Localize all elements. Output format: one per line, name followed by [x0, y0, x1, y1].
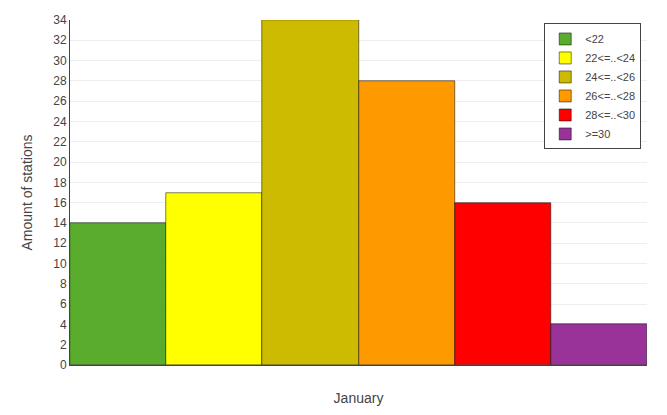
svg-text:<22: <22 — [585, 33, 604, 45]
svg-text:18: 18 — [53, 176, 67, 190]
svg-text:24<=..<26: 24<=..<26 — [585, 71, 635, 83]
svg-text:22: 22 — [53, 135, 67, 149]
svg-text:12: 12 — [53, 236, 67, 250]
svg-text:2: 2 — [60, 338, 67, 352]
svg-text:26: 26 — [53, 94, 67, 108]
svg-text:8: 8 — [60, 277, 67, 291]
svg-text:>=30: >=30 — [585, 128, 610, 140]
svg-text:28: 28 — [53, 74, 67, 88]
svg-text:6: 6 — [60, 297, 67, 311]
svg-text:20: 20 — [53, 155, 67, 169]
svg-text:0: 0 — [60, 358, 67, 372]
svg-text:4: 4 — [60, 318, 67, 332]
svg-text:28<=..<30: 28<=..<30 — [585, 109, 635, 121]
svg-text:34: 34 — [53, 13, 67, 27]
svg-text:Amount of stations: Amount of stations — [19, 135, 35, 251]
svg-text:16: 16 — [53, 196, 67, 210]
svg-text:January: January — [334, 390, 384, 406]
svg-text:14: 14 — [53, 216, 67, 230]
svg-text:26<=..<28: 26<=..<28 — [585, 90, 635, 102]
svg-text:30: 30 — [53, 54, 67, 68]
svg-text:22<=..<24: 22<=..<24 — [585, 52, 635, 64]
svg-text:24: 24 — [53, 115, 67, 129]
svg-text:32: 32 — [53, 33, 67, 47]
svg-text:10: 10 — [53, 257, 67, 271]
